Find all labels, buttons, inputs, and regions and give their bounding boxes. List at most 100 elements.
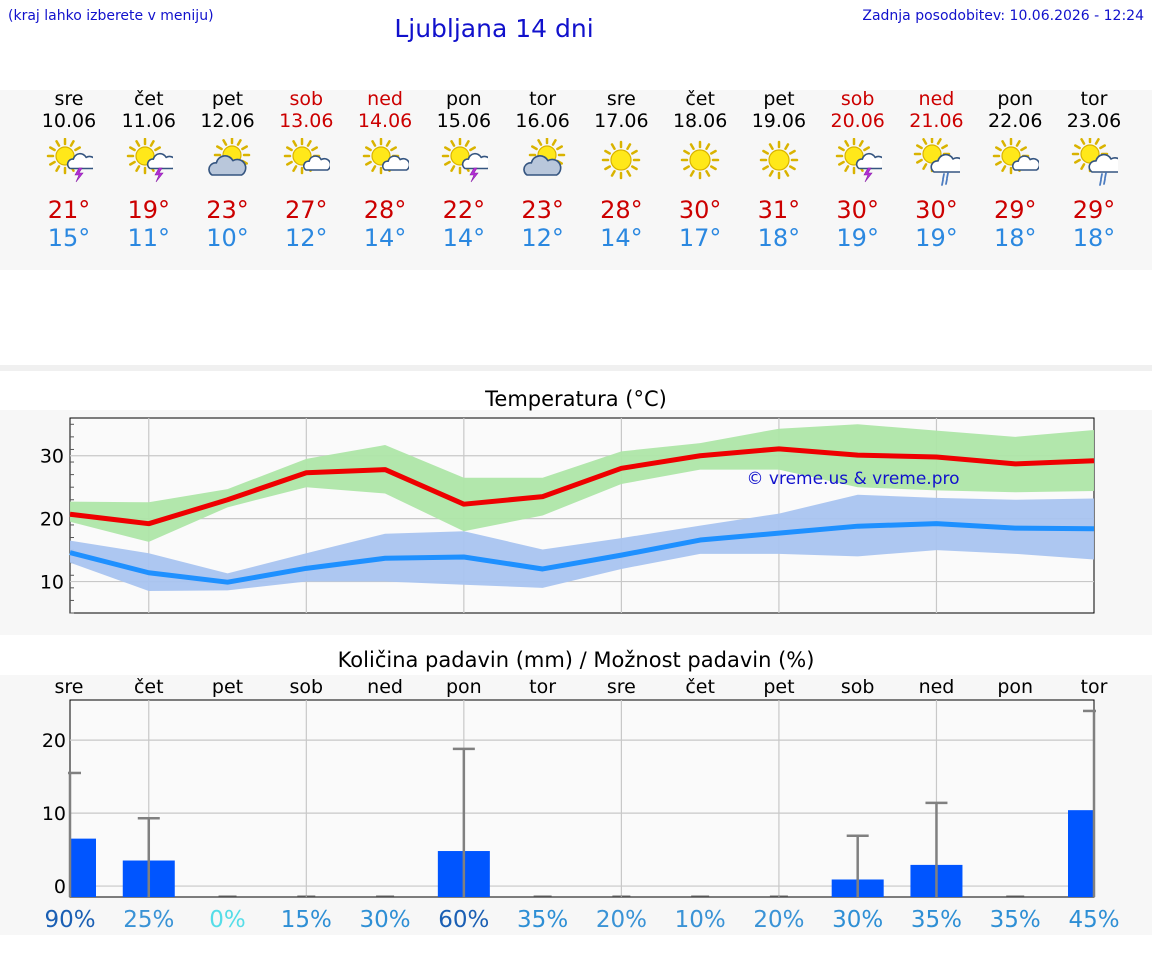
min-temperature: 19° [836,224,879,252]
day-name: čet [133,88,164,110]
sun-small-cloud-icon [992,138,1040,175]
sun-disc [1001,146,1021,166]
day-date: 14.06 [357,110,413,132]
day-name: tor [529,88,557,110]
day-column: pon 15.06 22° 14° [424,88,504,252]
sun-dark-cloud-icon [207,138,250,176]
day-column: sob 20.06 30° 19° [818,88,898,252]
day-column: ned 14.06 28° 14° [345,88,425,252]
sun-small-cloud-icon [284,138,331,175]
day-date: 19.06 [751,110,807,132]
daily-forecast-strip [0,90,1152,270]
max-temperature: 30° [915,196,958,224]
location-hint: (kraj lahko izberete v meniju) [8,8,214,24]
lightning-bolt [74,167,84,183]
sun-rays [602,140,641,180]
day-name: sre [606,88,636,110]
day-name: sob [840,88,875,110]
day-date: 22.06 [988,110,1043,132]
cloud-shape [1088,153,1118,173]
rain-drops [941,172,950,186]
cloud-shape [855,152,882,170]
max-temperature: 31° [757,196,801,224]
lightning-bolt [154,167,164,183]
sun-rays [680,140,720,180]
temperature-chart-title: Temperatura (°C) [485,387,667,411]
min-temperature: 15° [47,224,91,252]
min-temperature: 17° [678,224,722,252]
sun-icon [602,140,641,180]
min-temperature: 10° [206,224,249,252]
day-column: pet 12.06 23° 10° [188,88,268,252]
min-temperature: 14° [363,224,407,252]
divider [0,365,1152,371]
day-name: pon [997,88,1034,110]
max-temperature: 28° [600,196,643,224]
sun-cloud-lightning-icon [441,138,488,183]
day-name: tor [1080,88,1108,110]
max-temperature: 27° [285,196,328,224]
day-column: sre 17.06 28° 14° [581,88,661,252]
max-temperature: 30° [836,196,879,224]
cloud-shape [522,155,562,176]
cloud-shape [382,155,410,171]
precipitation-chart-title: Količina padavin (mm) / Možnost padavin … [337,648,815,672]
day-name: pet [763,88,795,110]
day-column: pon 22.06 29° 18° [975,88,1055,252]
temperature-chart-panel [0,410,1152,635]
min-temperature: 18° [757,224,801,252]
day-date: 10.06 [41,110,97,132]
cloud-shape [146,152,173,170]
max-temperature: 21° [47,196,91,224]
sun-rays [759,140,799,180]
sun-dark-cloud-icon [522,138,565,176]
max-temperature: 30° [678,196,722,224]
sun-disc [371,146,391,166]
day-column: tor 23.06 29° 18° [1054,88,1134,252]
min-temperature: 12° [285,224,328,252]
max-temperature: 28° [363,196,407,224]
max-temperature: 19° [127,196,171,224]
rain-drops [1099,172,1107,186]
precipitation-chart-panel [0,675,1152,935]
day-column: čet 18.06 30° 17° [660,88,740,252]
cloud-shape [303,155,331,171]
day-date: 20.06 [830,110,885,132]
min-temperature: 11° [127,224,171,252]
sun-disc [689,149,711,171]
max-temperature: 29° [1072,196,1116,224]
day-column: tor 16.06 23° 12° [503,88,583,252]
day-date: 13.06 [279,110,334,132]
sun-cloud-lightning-icon [126,138,173,183]
day-column: ned 21.06 30° 19° [896,88,976,252]
sun-disc [768,149,790,171]
day-column: sob 13.06 27° 12° [266,88,346,252]
min-temperature: 14° [600,224,643,252]
day-name: sob [289,88,324,110]
day-date: 21.06 [909,110,964,132]
sun-disc [610,149,632,171]
day-name: čet [685,88,715,110]
day-name: ned [367,88,403,110]
min-temperature: 12° [521,224,564,252]
last-updated: Zadnja posodobitev: 10.06.2026 - 12:24 [862,8,1144,24]
max-temperature: 23° [521,196,564,224]
day-column: sre 10.06 21° 15° [29,88,109,252]
sun-disc [292,146,312,166]
max-temperature: 23° [206,196,249,224]
lightning-bolt [469,167,479,183]
cloud-shape [930,153,961,173]
lightning-bolt [863,167,873,183]
day-column: pet 19.06 31° 18° [739,88,819,252]
cloud-shape [1012,155,1040,171]
cloud-shape [461,152,488,170]
min-temperature: 19° [915,224,958,252]
day-date: 18.06 [672,110,728,132]
day-date: 15.06 [436,110,492,132]
cloud-shape [66,152,93,170]
cloud-shape [207,155,246,176]
max-temperature: 29° [993,196,1037,224]
min-temperature: 14° [442,224,486,252]
day-date: 23.06 [1066,110,1122,132]
day-name: pet [211,88,244,110]
